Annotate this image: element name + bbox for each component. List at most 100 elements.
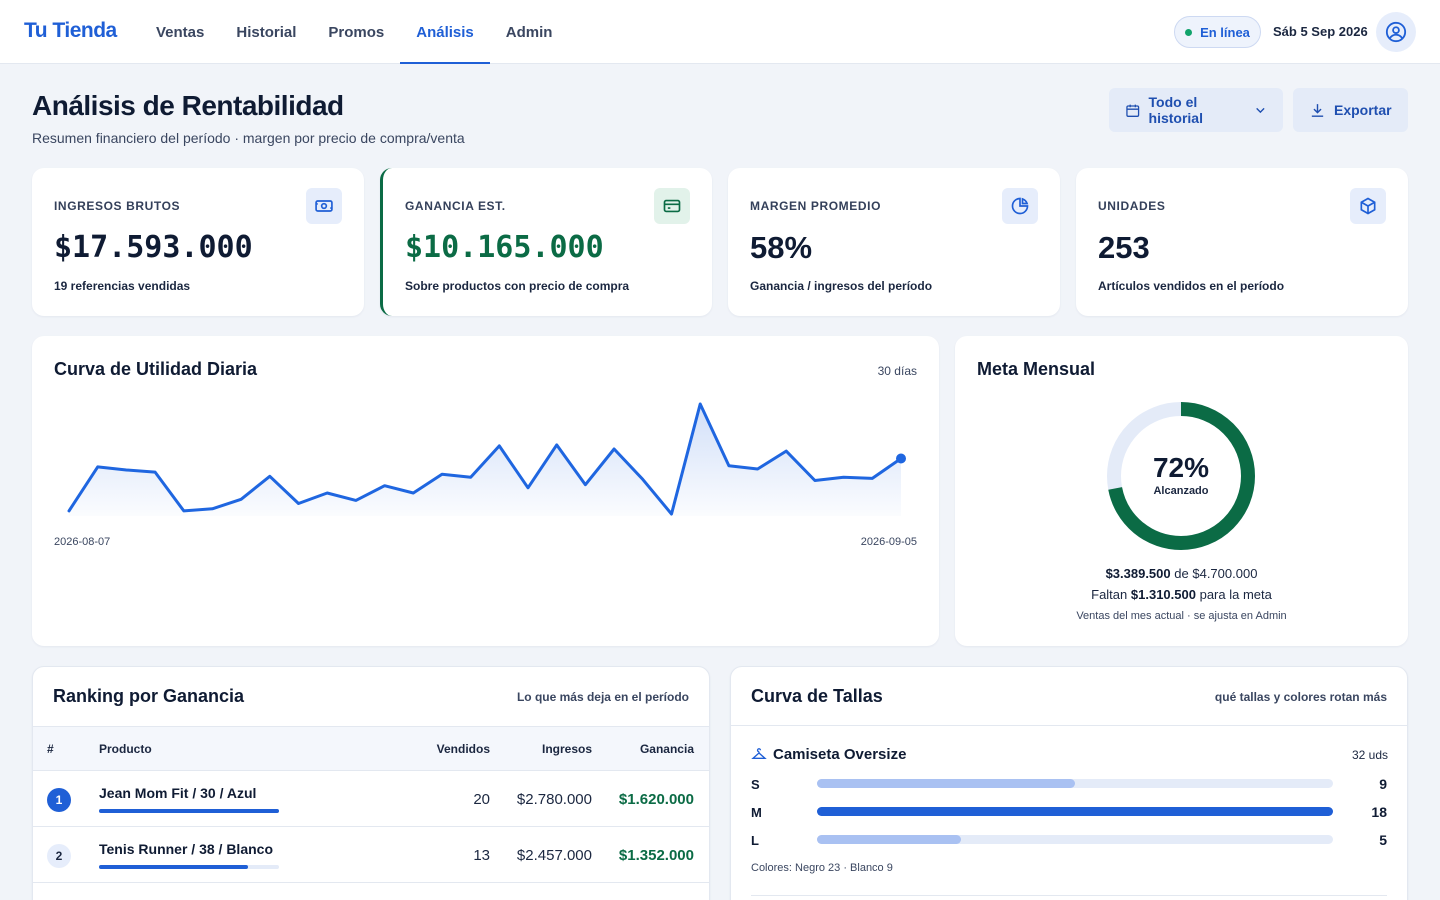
profit-point	[756, 467, 760, 471]
profit-cell: $1.352.000	[618, 847, 694, 864]
date-range-dropdown[interactable]: Todo el historial	[1109, 88, 1283, 132]
size-count-l: 5	[1379, 832, 1387, 848]
goal-percent: 72%	[1152, 452, 1210, 483]
nav-historial[interactable]: Historial	[236, 23, 297, 41]
kpi-icon-box	[306, 188, 342, 224]
chart-period: 30 días	[877, 364, 917, 378]
goal-of: de	[1174, 566, 1189, 581]
profit-point	[669, 512, 673, 516]
size-product-name: Camiseta Oversize	[773, 746, 907, 763]
goal-remaining-suffix: para la meta	[1199, 587, 1272, 602]
cash-icon	[315, 200, 333, 212]
profit-point	[612, 447, 616, 451]
product-name: Jean Mom Fit / 30 / Azul	[99, 785, 257, 801]
kpi-value: $17.593.000	[54, 230, 253, 265]
online-dot-icon	[1185, 28, 1193, 36]
profit-point	[526, 486, 530, 490]
profit-point	[698, 402, 702, 406]
kpi-card-margin: MARGEN PROMEDIO 58% Ganancia / ingresos …	[728, 168, 1060, 316]
rank-badge: 1	[47, 788, 71, 812]
main-nav: Ventas Historial Promos Análisis Admin	[140, 0, 568, 64]
profit-share-bar	[99, 809, 279, 813]
profit-point	[440, 472, 444, 476]
x-axis-end-label: 2026-09-05	[860, 536, 917, 548]
size-bar-l	[817, 835, 1333, 844]
page-subtitle: Resumen financiero del período · margen …	[32, 130, 465, 146]
goal-current: $3.389.500	[1105, 566, 1171, 581]
online-status-badge: En línea	[1174, 16, 1261, 48]
profit-point	[268, 474, 272, 478]
size-count-s: 9	[1379, 776, 1387, 792]
size-bar-fill	[817, 779, 1075, 788]
kpi-label: GANANCIA EST.	[405, 199, 506, 213]
export-button[interactable]: Exportar	[1293, 88, 1408, 132]
pie-chart-icon	[1011, 197, 1029, 215]
chevron-down-icon	[1256, 107, 1265, 114]
profit-latest-point	[896, 453, 906, 464]
profit-share-fill	[99, 865, 249, 869]
kpi-note: Artículos vendidos en el período	[1098, 279, 1285, 293]
profit-point	[641, 477, 645, 481]
nav-admin[interactable]: Admin	[505, 23, 553, 41]
nav-analisis[interactable]: Análisis	[400, 0, 490, 64]
profit-point	[239, 497, 243, 501]
brand-logo[interactable]: Tu Tienda	[24, 19, 117, 42]
kpi-icon-box	[1350, 188, 1386, 224]
calendar-icon	[1126, 104, 1140, 117]
kpi-value: 58%	[750, 230, 813, 265]
table-row[interactable]: 2 Tenis Runner / 38 / Blanco 13 $2.457.0…	[33, 827, 709, 883]
size-bar-m	[817, 807, 1333, 816]
profit-line-chart	[67, 402, 906, 516]
kpi-note: 19 referencias vendidas	[54, 279, 191, 293]
col-sold: Vendidos	[436, 742, 490, 756]
goal-remaining-line: Faltan $1.310.500 para la meta	[955, 587, 1408, 602]
size-product-units: 32 uds	[1352, 748, 1389, 762]
profit-point	[784, 449, 788, 453]
sizes-hint: qué tallas y colores rotan más	[1214, 690, 1387, 704]
size-bar-s	[817, 779, 1333, 788]
profit-line	[67, 402, 903, 516]
profit-point	[469, 475, 473, 479]
profit-point	[727, 464, 731, 468]
goal-percent-caption: Alcanzado	[1153, 485, 1209, 497]
kpi-icon-box	[1002, 188, 1038, 224]
table-row[interactable]: 1 Jean Mom Fit / 30 / Azul 20 $2.780.000…	[33, 771, 709, 827]
ranking-hint: Lo que más deja en el período	[516, 690, 689, 704]
size-label-l: L	[751, 833, 759, 848]
profit-point	[96, 465, 100, 469]
nav-promos[interactable]: Promos	[328, 23, 385, 41]
profit-point	[210, 507, 214, 511]
sizes-title: Curva de Tallas	[751, 686, 883, 706]
online-status-label: En línea	[1200, 24, 1250, 40]
box-icon	[1360, 197, 1376, 215]
monthly-goal-card: Meta Mensual 72% Alcanzado $3.389.500 de…	[955, 336, 1408, 646]
product-name: Tenis Runner / 38 / Blanco	[99, 841, 274, 857]
divider	[731, 725, 1407, 726]
size-label-s: S	[751, 777, 760, 792]
hanger-icon	[751, 748, 767, 759]
top-bar: Tu Tienda Ventas Historial Promos Anális…	[0, 0, 1440, 64]
profit-point	[813, 478, 817, 482]
sold-cell: 13	[473, 847, 490, 864]
profit-point	[583, 483, 587, 487]
profit-point	[842, 475, 846, 479]
goal-title: Meta Mensual	[977, 359, 1096, 379]
x-axis-start-label: 2026-08-07	[54, 536, 111, 548]
profit-point	[182, 509, 186, 513]
kpi-note: Sobre productos con precio de compra	[405, 279, 630, 293]
revenue-cell: $2.780.000	[516, 791, 592, 808]
size-count-m: 18	[1371, 804, 1387, 820]
profit-point	[297, 502, 301, 506]
kpi-card-revenue: INGRESOS BRUTOS $17.593.000 19 referenci…	[32, 168, 364, 316]
nav-ventas[interactable]: Ventas	[156, 23, 205, 41]
date-range-label: Todo el historial	[1148, 94, 1203, 126]
profit-point	[497, 444, 501, 448]
user-avatar-button[interactable]	[1376, 12, 1416, 52]
goal-remaining-prefix: Faltan	[1091, 587, 1128, 602]
download-icon	[1311, 103, 1324, 117]
kpi-note: Ganancia / ingresos del período	[750, 279, 933, 293]
goal-donut-center: 72% Alcanzado	[1121, 452, 1241, 497]
goal-progress-line: $3.389.500 de $4.700.000	[955, 566, 1408, 581]
col-revenue: Ingresos	[541, 742, 592, 756]
col-rank: #	[47, 742, 54, 756]
